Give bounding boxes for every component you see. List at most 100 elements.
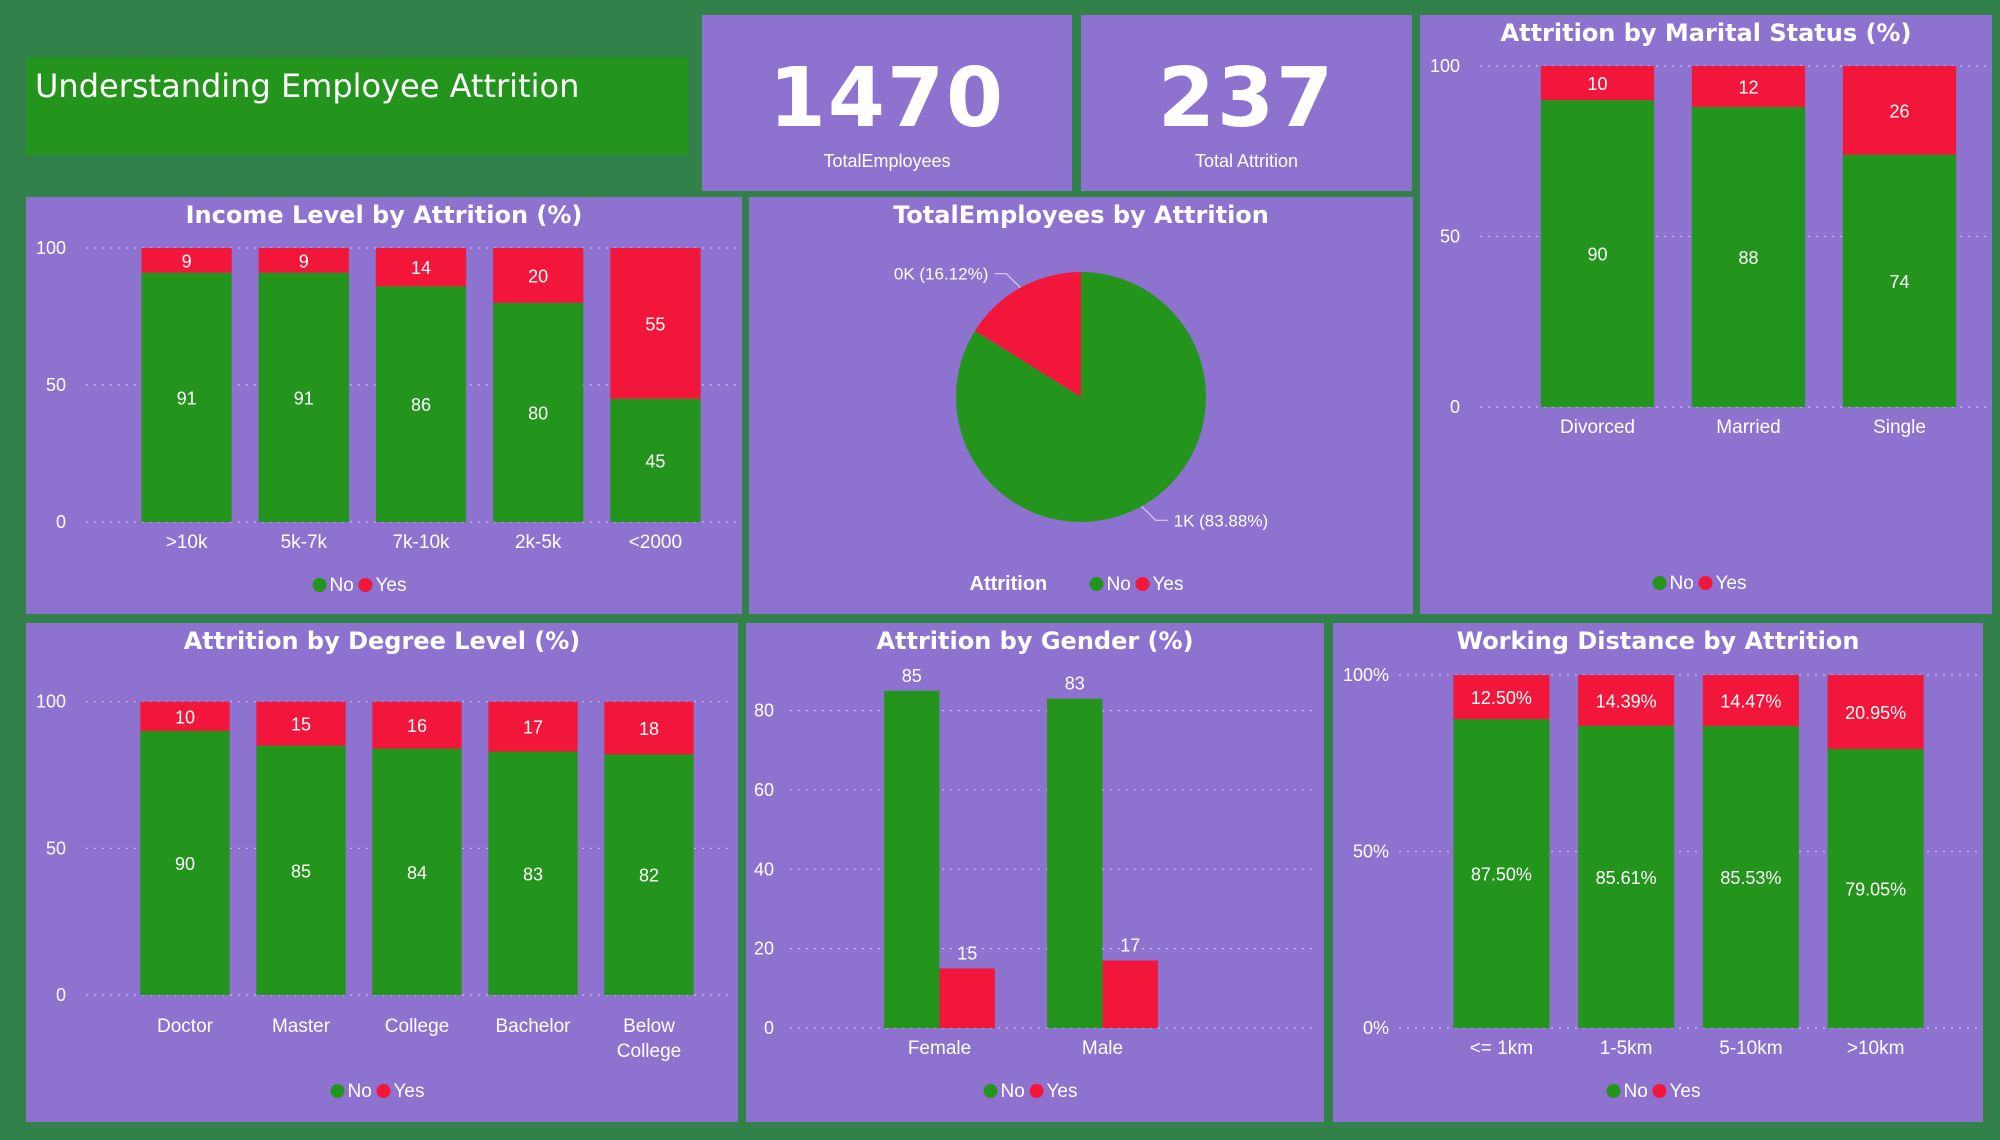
- total-attrition-label: Total Attrition: [1194, 151, 1299, 171]
- income-data-label: 9: [299, 251, 309, 271]
- degree-legend-marker-yes: [376, 1084, 391, 1098]
- income-bar-no: [375, 286, 467, 522]
- income-ytick-label: 50: [46, 375, 66, 395]
- degree-bar-no: [604, 754, 694, 995]
- distance-ytick-label: 100%: [1343, 665, 1389, 685]
- distance-data-label: 14.47%: [1720, 692, 1781, 712]
- distance-bar-no: [1453, 719, 1550, 1028]
- degree-chart-title: Attrition by Degree Level (%): [183, 627, 581, 655]
- total-employees-card[interactable]: 1470 TotalEmployees: [702, 15, 1072, 191]
- distance-data-label: 14.39%: [1596, 691, 1657, 711]
- degree-category-label: Bachelor: [496, 1016, 572, 1037]
- degree-ytick-label: 50: [46, 838, 66, 858]
- income-bar-no: [258, 272, 349, 522]
- marital-chart[interactable]: 0 50 100 90 10 Divorced 88 12 Married 74 26 Single N…: [1420, 15, 1992, 614]
- distance-chart-title: Working Distance by Attrition: [1456, 627, 1860, 655]
- income-legend-label-yes: Yes: [376, 575, 407, 596]
- degree-bar-yes: [256, 701, 346, 746]
- distance-legend-marker-no: [1606, 1084, 1621, 1098]
- marital-data-label: 10: [1587, 74, 1607, 94]
- gender-data-label: 85: [902, 666, 922, 686]
- marital-data-label: 12: [1738, 77, 1758, 97]
- marital-bar-no: [1842, 154, 1957, 407]
- degree-chart-panel[interactable]: Attrition by Degree Level (%) 0 50 100 90 10…: [26, 623, 738, 1122]
- income-chart-panel[interactable]: Income Level by Attrition (%) 0 50 100 91 9 >…: [26, 197, 742, 614]
- marital-data-label: 90: [1587, 245, 1607, 265]
- marital-chart-panel[interactable]: Attrition by Marital Status (%) 0 50 100 90…: [1420, 15, 1992, 614]
- degree-bar-no: [140, 731, 230, 995]
- degree-bar-no: [488, 751, 578, 995]
- gender-legend-label-yes: Yes: [1047, 1081, 1078, 1102]
- marital-bar-yes: [1691, 66, 1806, 107]
- degree-data-label: 16: [407, 716, 427, 736]
- gender-bar-yes: [1102, 960, 1158, 1028]
- distance-ytick-label: 50%: [1353, 842, 1389, 862]
- gender-chart[interactable]: 0 20 40 60 80 85 15 Female 83 17 Male No Yes: [746, 623, 1324, 1122]
- degree-legend-label-yes: Yes: [394, 1081, 425, 1102]
- pie-chart[interactable]: 1K (83.88%) 0K (16.12%) Attrition No Yes: [749, 197, 1413, 614]
- distance-bar-yes: [1827, 675, 1924, 749]
- degree-data-label: 82: [639, 866, 659, 886]
- degree-ytick-label: 0: [56, 985, 66, 1005]
- gender-ytick-label: 20: [754, 939, 774, 959]
- degree-bar-yes: [372, 701, 462, 749]
- gender-chart-title: Attrition by Gender (%): [876, 627, 1194, 655]
- pie-legend-title: Attrition: [970, 573, 1048, 595]
- marital-ytick-label: 100: [1430, 56, 1460, 76]
- income-category-label: >10k: [166, 532, 208, 553]
- marital-data-label: 88: [1738, 248, 1758, 268]
- income-legend-marker-yes: [358, 578, 373, 592]
- distance-data-label: 85.53%: [1720, 868, 1781, 888]
- degree-category-label: Below: [623, 1016, 675, 1037]
- distance-data-label: 85.61%: [1596, 868, 1657, 888]
- degree-data-label: 18: [639, 719, 659, 739]
- income-chart-title: Income Level by Attrition (%): [185, 201, 583, 229]
- degree-data-label: 85: [291, 861, 311, 881]
- pie-leader-line: [1141, 505, 1168, 521]
- total-attrition-card[interactable]: 237 Total Attrition: [1081, 15, 1412, 191]
- pie-leader-line: [994, 273, 1021, 289]
- gender-ytick-label: 80: [754, 701, 774, 721]
- distance-legend-marker-yes: [1652, 1084, 1667, 1098]
- marital-legend-marker-no: [1652, 576, 1667, 590]
- degree-data-label: 90: [175, 854, 195, 874]
- pie-data-label: 0K (16.12%): [894, 265, 989, 284]
- pie-legend-label-yes: Yes: [1153, 574, 1184, 595]
- gender-category-label: Female: [908, 1038, 971, 1059]
- income-data-label: 91: [294, 388, 314, 408]
- distance-ytick-label: 0%: [1363, 1018, 1389, 1038]
- marital-data-label: 74: [1889, 272, 1909, 292]
- income-legend-label-no: No: [330, 575, 354, 596]
- gender-bar-no: [884, 690, 940, 1028]
- pie-slice-yes: [974, 272, 1081, 397]
- income-data-label: 14: [411, 258, 431, 278]
- income-data-label: 45: [645, 451, 665, 471]
- income-data-label: 91: [177, 388, 197, 408]
- distance-bar-no: [1702, 726, 1799, 1028]
- distance-chart[interactable]: 0% 50% 100% 87.50% 12.50% <= 1km 85.61% 14.39% 1…: [1333, 623, 1983, 1122]
- income-chart[interactable]: 0 50 100 91 9 >10k 91 9 5k-7k 86 14 7k-10k 80 20 2k-5k…: [26, 197, 742, 614]
- marital-category-label: Married: [1716, 417, 1780, 438]
- distance-category-label: 1-5km: [1600, 1038, 1653, 1059]
- income-bar-no: [141, 272, 232, 522]
- degree-bar-yes: [488, 701, 578, 752]
- degree-category-label: Master: [272, 1016, 331, 1037]
- marital-data-label: 26: [1889, 101, 1909, 121]
- marital-legend-label-yes: Yes: [1716, 573, 1747, 594]
- marital-ytick-label: 50: [1440, 227, 1460, 247]
- income-data-label: 20: [528, 266, 548, 286]
- distance-bar-yes: [1578, 675, 1675, 726]
- distance-bar-no: [1827, 748, 1924, 1028]
- degree-data-label: 17: [523, 718, 543, 738]
- income-data-label: 55: [645, 314, 665, 334]
- gender-ytick-label: 40: [754, 859, 774, 879]
- income-category-label: 2k-5k: [515, 532, 562, 553]
- degree-chart[interactable]: 0 50 100 90 10 Doctor 85 15 Master 84 16 College 83 1…: [26, 623, 738, 1122]
- distance-chart-panel[interactable]: Working Distance by Attrition 0% 50% 100% 8…: [1333, 623, 1983, 1122]
- marital-category-label: Divorced: [1560, 417, 1635, 438]
- pie-chart-panel[interactable]: TotalEmployees by Attrition 1K (83.88%) 0…: [749, 197, 1413, 614]
- gender-chart-panel[interactable]: Attrition by Gender (%) 0 20 40 60 80 85 15 Fem…: [746, 623, 1324, 1122]
- income-bar-yes: [610, 248, 701, 399]
- total-attrition-value: 237: [1157, 51, 1336, 146]
- degree-bar-yes: [604, 701, 694, 755]
